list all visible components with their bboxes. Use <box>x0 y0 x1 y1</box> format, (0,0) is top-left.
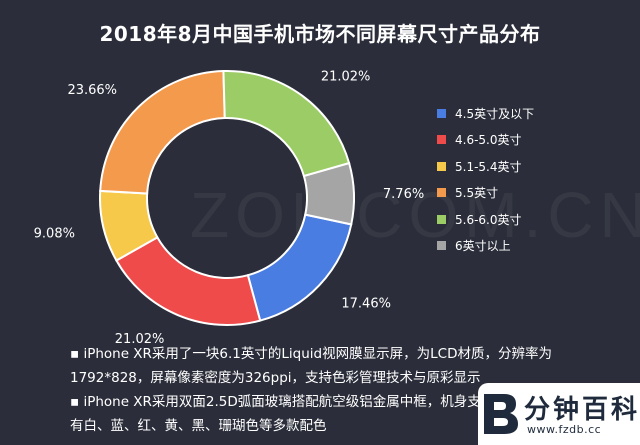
legend-label: 4.5英寸及以下 <box>455 106 535 121</box>
site-url: www.fzdb.cc <box>527 423 602 436</box>
slice-label: 21.02% <box>115 332 165 347</box>
donut-slice <box>99 70 226 195</box>
legend-swatch <box>437 241 446 251</box>
legend-label: 5.5英寸 <box>455 186 499 201</box>
legend-swatch <box>437 135 446 145</box>
legend-item: 6英寸以上 <box>437 237 534 255</box>
slice-label: 23.66% <box>67 83 117 98</box>
legend-item: 4.6-5.0英寸 <box>437 131 534 149</box>
legend-label: 4.6-5.0英寸 <box>455 133 522 148</box>
notes-section: ▪ iPhone XR采用了一块6.1英寸的Liquid视网膜显示屏，为LCD材… <box>70 342 610 438</box>
legend-label: 5.6-6.0英寸 <box>455 212 522 227</box>
legend-swatch <box>437 161 446 171</box>
donut-slice <box>246 213 353 322</box>
slice-label: 21.02% <box>321 69 371 84</box>
site-name: 分钟百科 <box>524 395 640 425</box>
legend-item: 5.5英寸 <box>437 184 534 202</box>
legend-item: 5.1-5.4英寸 <box>437 157 534 175</box>
note-2: ▪ iPhone XR采用双面2.5D弧面玻璃搭配航空级铝金属中框，机身支持IP… <box>70 394 605 434</box>
donut-slice <box>115 235 262 326</box>
donut-slice <box>222 70 351 178</box>
legend-swatch <box>437 214 446 224</box>
legend-item: 5.6-6.0英寸 <box>437 210 534 228</box>
watermark-text: ZOL.COM.CN <box>190 179 640 251</box>
slice-label: 7.76% <box>383 187 424 202</box>
legend-item: 4.5英寸及以下 <box>437 104 534 122</box>
legend-label: 5.1-5.4英寸 <box>455 159 522 174</box>
site-badge: 分钟百科 www.fzdb.cc <box>478 383 640 445</box>
slice-label: 9.08% <box>34 227 75 242</box>
site-logo-icon <box>484 394 518 434</box>
chart-title: 2018年8月中国手机市场不同屏幕尺寸产品分布 <box>99 22 541 46</box>
donut-slice <box>302 161 355 226</box>
legend-swatch <box>437 108 446 118</box>
slice-label: 17.46% <box>341 296 391 311</box>
chart-legend: 4.5英寸及以下 4.6-5.0英寸 5.1-5.4英寸 5.5英寸 5.6-6.0英寸… <box>437 104 534 264</box>
note-1: ▪ iPhone XR采用了一块6.1英寸的Liquid视网膜显示屏，为LCD材… <box>70 346 552 386</box>
legend-label: 6英寸以上 <box>455 239 511 254</box>
legend-swatch <box>437 188 446 198</box>
